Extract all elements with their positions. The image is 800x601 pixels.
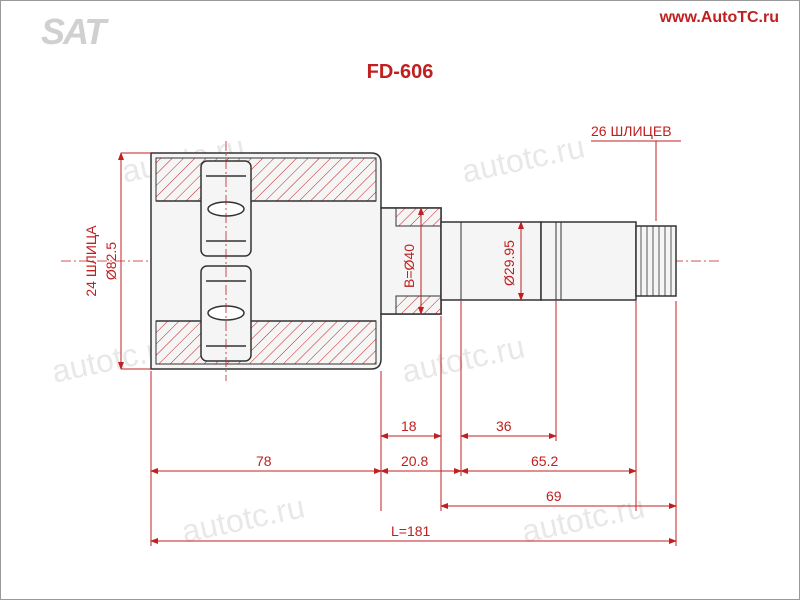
spline-tip bbox=[636, 226, 676, 296]
shaft-section-1 bbox=[441, 222, 541, 300]
dim-69: 69 bbox=[546, 488, 562, 504]
right-spline-label: 26 ШЛИЦЕВ bbox=[591, 123, 672, 139]
dim-652: 65.2 bbox=[531, 453, 558, 469]
shaft-section-2 bbox=[541, 222, 636, 300]
hatch-upper bbox=[156, 158, 376, 201]
dim-36: 36 bbox=[496, 418, 512, 434]
dim-total-length: L=181 bbox=[391, 523, 431, 539]
dim-b-diameter: B=Ø40 bbox=[401, 244, 417, 288]
dim-outer-diameter: Ø82.5 bbox=[103, 242, 119, 280]
dim-78: 78 bbox=[256, 453, 272, 469]
hatch-lower bbox=[156, 321, 376, 364]
left-spline-label: 24 ШЛИЦА bbox=[83, 225, 99, 297]
drawing-container: autotc.ru autotc.ru autotc.ru autotc.ru … bbox=[0, 0, 800, 600]
technical-drawing: 24 ШЛИЦА Ø82.5 26 ШЛИЦЕВ B=Ø40 Ø29.95 18… bbox=[1, 1, 800, 601]
dim-shaft-diameter: Ø29.95 bbox=[501, 240, 517, 286]
dim-18: 18 bbox=[401, 418, 417, 434]
dim-208: 20.8 bbox=[401, 453, 428, 469]
